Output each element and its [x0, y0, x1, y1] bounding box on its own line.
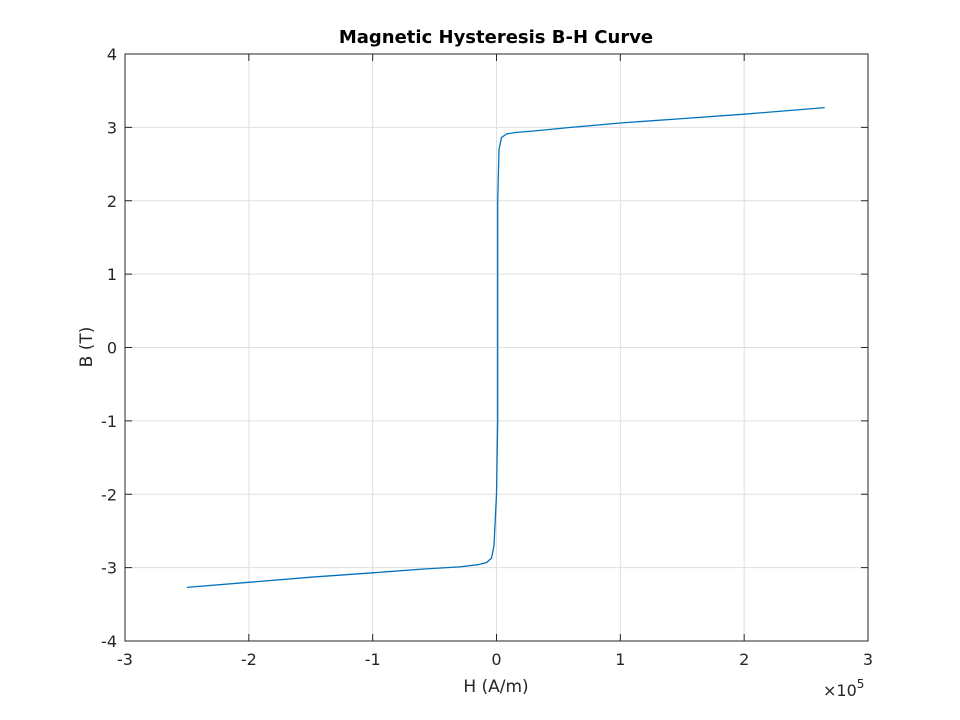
x-tick-label: -1	[365, 650, 381, 669]
chart-title: Magnetic Hysteresis B-H Curve	[339, 27, 653, 48]
series-layer	[186, 106, 825, 589]
y-tick-label: -1	[101, 412, 117, 431]
y-tick-label: 3	[107, 118, 117, 137]
x-exponent-label: ×105	[823, 677, 864, 700]
grid-lines	[124, 53, 869, 642]
y-tick-label: 0	[107, 339, 117, 358]
y-tick-label: -3	[101, 559, 117, 578]
x-tick-label: 3	[863, 650, 873, 669]
y-tick-labels: -4 -3 -2 -1 0 1 2 3 4	[101, 45, 117, 651]
tick-marks	[124, 53, 869, 642]
series-line	[186, 106, 825, 589]
y-tick-label: 4	[107, 45, 117, 64]
y-tick-label: 2	[107, 192, 117, 211]
x-exponent-power: 5	[857, 677, 865, 691]
x-tick-label: 1	[615, 650, 625, 669]
x-exponent-base: ×10	[823, 681, 857, 700]
x-tick-label: 2	[739, 650, 749, 669]
x-axis-label: H (A/m)	[463, 677, 528, 697]
y-tick-label: 1	[107, 265, 117, 284]
y-tick-label: -2	[101, 485, 117, 504]
y-axis-label: B (T)	[77, 327, 97, 368]
y-tick-label: -4	[101, 632, 117, 651]
x-tick-label: -2	[241, 650, 257, 669]
x-tick-labels: -3 -2 -1 0 1 2 3	[117, 650, 873, 669]
x-tick-label: -3	[117, 650, 133, 669]
x-tick-label: 0	[491, 650, 501, 669]
